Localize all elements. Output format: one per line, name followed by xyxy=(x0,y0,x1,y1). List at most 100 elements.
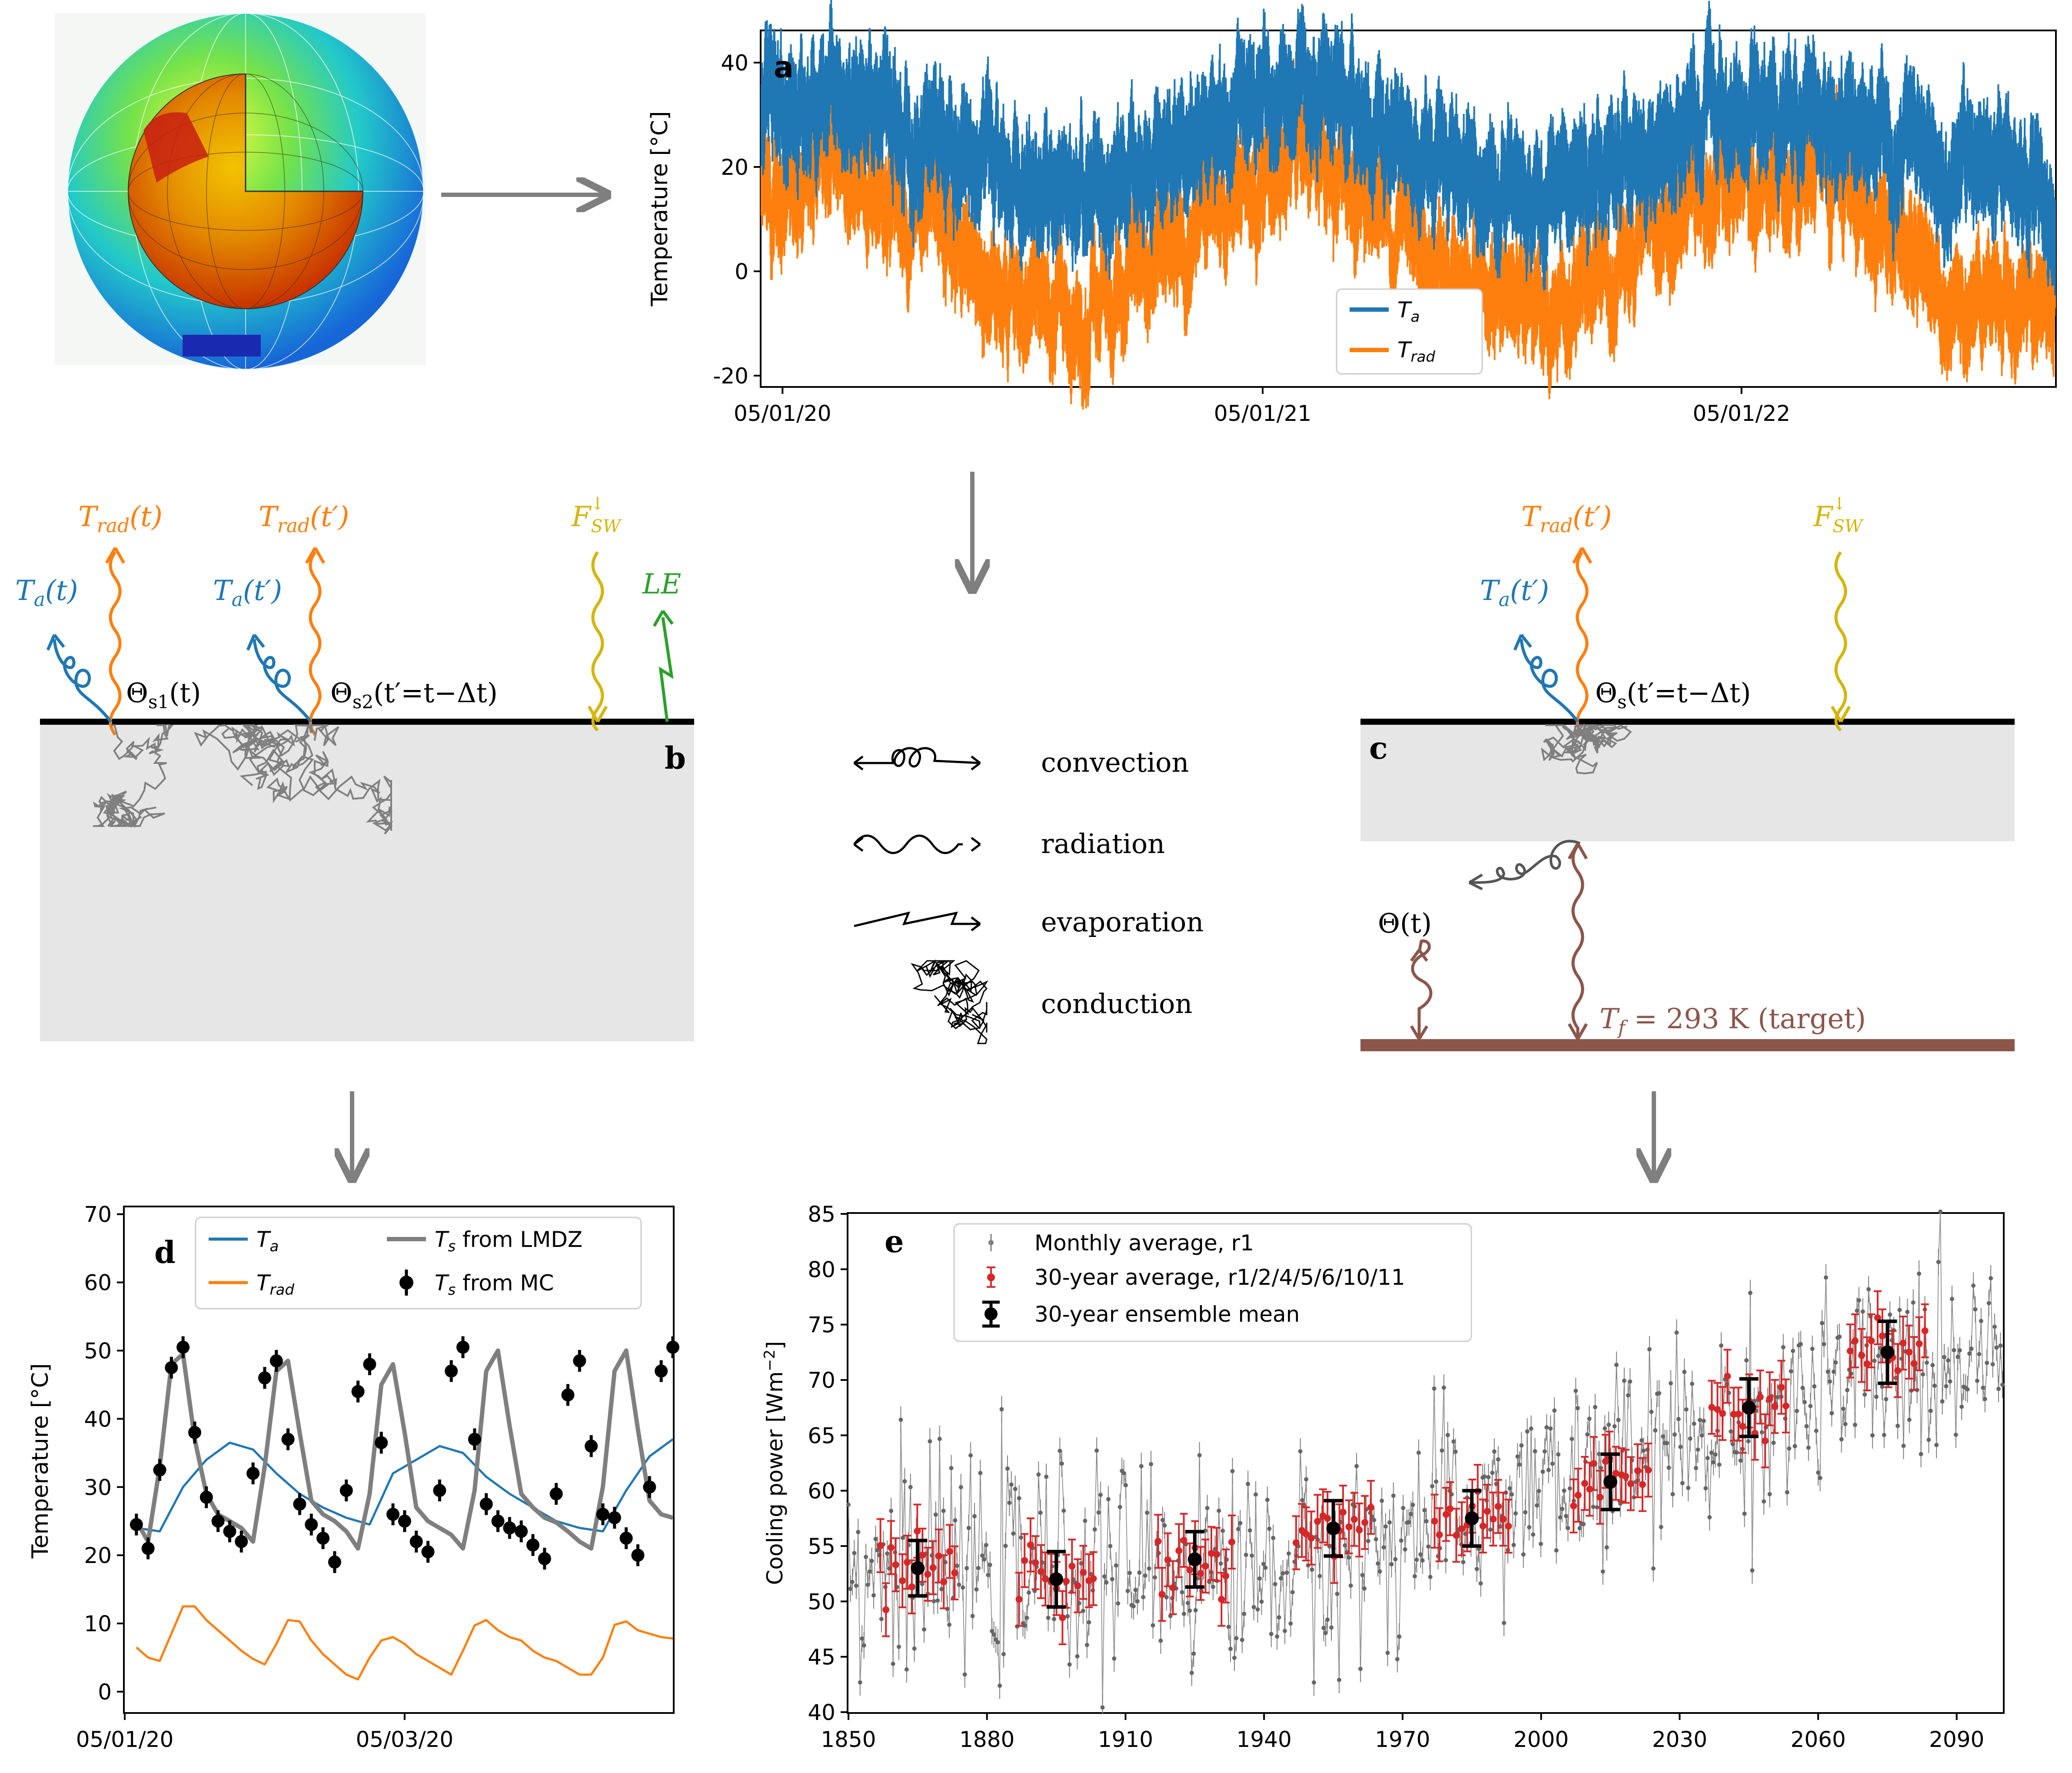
monthly-point xyxy=(1377,1569,1382,1574)
monthly-point xyxy=(1800,1386,1805,1390)
monthly-point xyxy=(1604,1545,1609,1550)
avg30-point xyxy=(1879,1332,1886,1340)
monthly-point xyxy=(1982,1396,1987,1401)
avg30-point xyxy=(1708,1403,1716,1411)
monthly-point xyxy=(1106,1497,1111,1502)
monthly-point xyxy=(1986,1301,1991,1306)
avg30-point xyxy=(1307,1534,1315,1542)
monthly-point xyxy=(1614,1363,1619,1367)
mechanism-legend: convection radiation evaporation conduct… xyxy=(853,747,1204,1044)
avg30-point xyxy=(1213,1551,1221,1558)
shortwave-wave-c xyxy=(1834,551,1847,732)
c-theta-s-label: Θs(t′=t−Δt) xyxy=(1595,677,1751,713)
ytick-label: 0 xyxy=(98,1680,112,1705)
avg30-point xyxy=(1175,1547,1183,1554)
monthly-point xyxy=(868,1569,872,1574)
monthly-point xyxy=(958,1485,963,1490)
monthly-point xyxy=(1622,1378,1626,1383)
avg30-point xyxy=(1180,1536,1187,1544)
monthly-point xyxy=(1164,1595,1169,1600)
monthly-point xyxy=(1595,1505,1600,1510)
monthly-point xyxy=(1474,1566,1479,1571)
avg30-point xyxy=(1500,1516,1507,1523)
monthly-point xyxy=(1443,1558,1448,1563)
monthly-point xyxy=(1862,1392,1867,1397)
mc-point xyxy=(130,1518,143,1531)
monthly-point xyxy=(1734,1450,1739,1455)
monthly-point xyxy=(1234,1636,1239,1640)
panel-b-label: b xyxy=(665,740,686,776)
avg30-point xyxy=(1627,1480,1634,1487)
monthly-point xyxy=(1826,1369,1830,1374)
monthly-point xyxy=(1102,1574,1107,1579)
monthly-point xyxy=(991,1632,996,1637)
monthly-point xyxy=(972,1514,977,1519)
monthly-point xyxy=(1558,1515,1563,1520)
monthly-point xyxy=(1812,1384,1817,1389)
ensemble-point xyxy=(911,1561,925,1575)
avg30-point xyxy=(1921,1327,1929,1334)
monthly-point xyxy=(1833,1360,1838,1365)
monthly-point xyxy=(1672,1432,1677,1437)
avg30-point xyxy=(924,1570,931,1578)
monthly-point xyxy=(1653,1428,1658,1433)
ensemble-point xyxy=(1049,1572,1064,1586)
monthly-point xyxy=(1606,1423,1611,1427)
monthly-point xyxy=(1347,1555,1351,1560)
avg30-point xyxy=(1222,1572,1230,1580)
monthly-point xyxy=(891,1661,895,1666)
monthly-point xyxy=(1533,1449,1537,1454)
monthly-point xyxy=(1566,1526,1570,1530)
monthly-point xyxy=(1218,1561,1223,1566)
avg30-point xyxy=(1202,1562,1209,1570)
globe-image xyxy=(54,12,426,370)
monthly-point xyxy=(1814,1428,1819,1433)
monthly-point xyxy=(1498,1524,1503,1529)
series-trad xyxy=(136,1605,673,1681)
monthly-point xyxy=(1310,1567,1314,1572)
monthly-point xyxy=(1919,1452,1923,1456)
c-target-label: Tf = 293 K (target) xyxy=(1600,1003,1866,1039)
xtick-label: 05/01/20 xyxy=(76,1727,174,1752)
monthly-point xyxy=(904,1667,909,1672)
avg30-point xyxy=(1852,1337,1859,1345)
monthly-point xyxy=(1837,1334,1842,1339)
monthly-point xyxy=(1880,1384,1885,1389)
avg30-point xyxy=(1164,1556,1171,1563)
monthly-point xyxy=(1418,1552,1423,1557)
mc-point xyxy=(433,1484,446,1497)
monthly-point xyxy=(1112,1656,1117,1661)
monthly-point xyxy=(1626,1393,1630,1398)
conduction-symbol xyxy=(911,959,989,1044)
monthly-point xyxy=(865,1583,870,1587)
monthly-point xyxy=(869,1559,874,1563)
monthly-point xyxy=(1866,1287,1871,1292)
monthly-point xyxy=(1007,1500,1012,1505)
b-fsw-label: FSW↓ xyxy=(571,494,622,537)
ytick-label: 0 xyxy=(735,259,748,284)
mc-point xyxy=(281,1433,295,1446)
monthly-point xyxy=(1131,1604,1136,1609)
monthly-point xyxy=(1329,1625,1334,1630)
monthly-point xyxy=(1953,1433,1958,1437)
avg30-point xyxy=(1324,1515,1331,1522)
monthly-point xyxy=(1221,1528,1225,1533)
mc-point xyxy=(666,1340,679,1354)
monthly-point xyxy=(1882,1433,1886,1437)
monthly-point xyxy=(1930,1363,1935,1368)
convection-coil-2 xyxy=(253,639,312,723)
mc-point xyxy=(269,1354,283,1368)
monthly-point xyxy=(1160,1518,1165,1523)
ytick-label: 50 xyxy=(808,1589,835,1614)
monthly-point xyxy=(935,1598,940,1603)
avg30-point xyxy=(1714,1406,1721,1413)
b-ta-t-label: Ta(t) xyxy=(15,575,78,611)
avg30-point xyxy=(1761,1437,1769,1444)
monthly-point xyxy=(1162,1523,1167,1528)
panel-a-legend: Ta Trad xyxy=(1336,288,1483,375)
monthly-point xyxy=(1430,1484,1435,1489)
avg30-point xyxy=(1339,1509,1347,1516)
monthly-point xyxy=(1926,1437,1931,1442)
monthly-point xyxy=(1544,1425,1549,1430)
